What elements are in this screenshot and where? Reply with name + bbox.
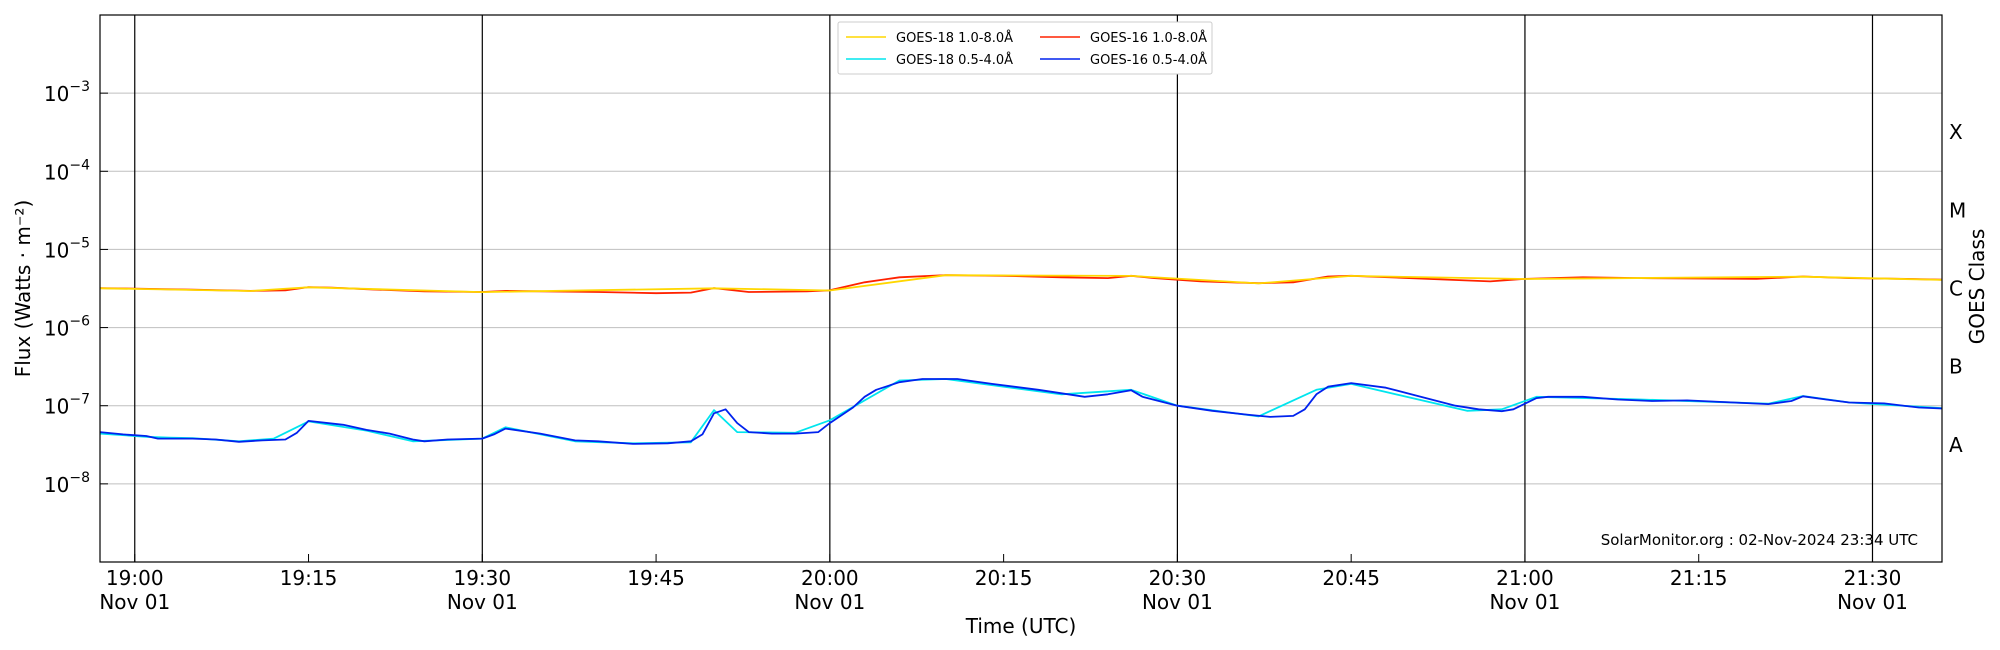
goes-class-label: X (1949, 120, 1963, 144)
y-tick-label: 10−5 (44, 235, 90, 262)
x-tick-date-label: Nov 01 (1490, 590, 1561, 614)
goes-class-label: C (1949, 277, 1963, 301)
x-tick-label: 19:15 (280, 566, 338, 590)
legend-label: GOES-16 1.0-8.0Å (1090, 30, 1207, 46)
y-axis-label: Flux (Watts · m⁻²) (11, 200, 35, 378)
y-tick-label: 10−7 (44, 392, 90, 419)
goes-class-label: M (1949, 198, 1966, 222)
series-line (99, 378, 1943, 445)
series-line (99, 378, 1943, 445)
goes-class-label: A (1949, 433, 1963, 457)
x-tick-label: 19:30 (453, 566, 511, 590)
y-tick-label: 10−4 (44, 157, 90, 184)
legend: GOES-18 1.0-8.0Å GOES-18 0.5-4.0Å GOES-16 … (837, 21, 1213, 75)
x-tick-label: 21:15 (1670, 566, 1728, 590)
goes-class-label: B (1949, 355, 1963, 379)
x-tick-label: 20:30 (1149, 566, 1207, 590)
x-tick-date-label: Nov 01 (447, 590, 518, 614)
grid-layer (100, 92, 1942, 485)
x-tick-label: 20:00 (801, 566, 859, 590)
legend-label: GOES-16 0.5-4.0Å (1090, 52, 1207, 68)
x-tick-label: 21:30 (1844, 566, 1902, 590)
x-tick-label: 19:00 (106, 566, 164, 590)
y-tick-label: 10−8 (44, 470, 90, 497)
series-layer (99, 274, 1943, 445)
x-tick-date-label: Nov 01 (99, 590, 170, 614)
legend-box (837, 21, 1213, 75)
x-tick-label: 20:15 (975, 566, 1033, 590)
source-annotation: SolarMonitor.org : 02-Nov-2024 23:34 UTC (1601, 531, 1918, 549)
goes-class-axis: A B C M X (1949, 120, 1966, 457)
x-axis-label: Time (UTC) (965, 614, 1077, 638)
x-tick-date-label: Nov 01 (1142, 590, 1213, 614)
legend-label: GOES-18 1.0-8.0Å (896, 30, 1013, 46)
x-tick-date-label: Nov 01 (794, 590, 865, 614)
x-tick-date-label: Nov 01 (1837, 590, 1908, 614)
y-tick-label: 10−6 (44, 314, 90, 341)
time-marker-lines (134, 15, 1874, 562)
legend-label: GOES-18 0.5-4.0Å (896, 52, 1013, 68)
x-tick-label: 21:00 (1496, 566, 1554, 590)
y-tick-label: 10−3 (44, 79, 90, 106)
series-line (99, 274, 1943, 294)
goes-class-axis-label: GOES Class (1965, 229, 1989, 345)
plot-frame (99, 14, 1943, 563)
x-tick-label: 20:45 (1322, 566, 1380, 590)
x-tick-label: 19:45 (627, 566, 685, 590)
y-axis: 10−8 10−7 10−6 10−5 10−4 10−3 (44, 79, 108, 497)
